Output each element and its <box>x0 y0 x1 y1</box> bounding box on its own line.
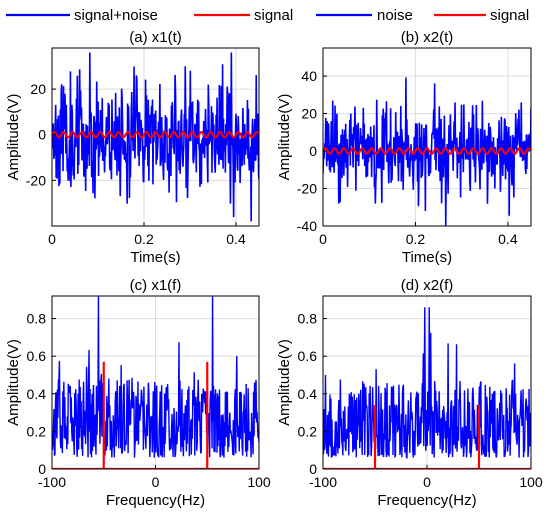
y-tick-label: 0.2 <box>298 423 318 439</box>
y-axis-label: Amplitude(V) <box>5 94 22 181</box>
y-tick-label: 0 <box>38 461 46 477</box>
x-tick-label: 100 <box>519 474 543 490</box>
legend-label: signal <box>254 7 293 24</box>
y-tick-label: -40 <box>297 218 317 234</box>
y-tick-label: 0.8 <box>27 311 47 327</box>
x-tick-label: 0 <box>48 231 56 247</box>
legend-label: noise <box>377 7 413 24</box>
y-tick-label: 0.8 <box>298 311 318 327</box>
x-tick-label: 0 <box>319 231 327 247</box>
y-tick-label: 0 <box>38 127 46 143</box>
y-axis-label: Amplitude(V) <box>5 339 22 426</box>
legend-right: noise signal <box>316 7 529 24</box>
x-tick-label: -100 <box>309 474 337 490</box>
series-line-signal+noise <box>52 52 259 222</box>
y-tick-label: 20 <box>30 81 46 97</box>
x-tick-label: 0.2 <box>134 231 154 247</box>
x-tick-label: 0.4 <box>226 231 246 247</box>
x-tick-label: 0 <box>423 474 431 490</box>
y-tick-label: -20 <box>297 181 317 197</box>
series-line-signal <box>323 147 531 155</box>
y-axis-label: Amplitude(V) <box>276 94 293 181</box>
series-line-signal <box>52 361 259 469</box>
legend-label: signal+noise <box>74 7 158 24</box>
panel-a-x1-time: 0 0.2 0.4 -20 0 20 (a) x1(t) Time(s) Amplitude(V… <box>5 29 260 266</box>
axes-frame <box>322 47 532 227</box>
chart-title: (a) x1(t) <box>129 29 182 46</box>
chart-title: (c) x1(f) <box>130 277 182 294</box>
x-tick-label: 0 <box>152 474 160 490</box>
y-tick-label: 0 <box>309 461 317 477</box>
series-line-noise <box>323 307 531 459</box>
axes-frame <box>51 47 260 227</box>
panel-b-x2-time: 0 0.2 0.4 -40 -20 0 20 40 (b) x2(t) Time(s) Amplit… <box>276 29 532 266</box>
y-axis-label: Amplitude(V) <box>276 339 293 426</box>
x-axis-label: Time(s) <box>402 249 452 266</box>
series-line-noise <box>323 77 531 226</box>
legend-label: signal <box>490 7 529 24</box>
y-tick-label: 0.4 <box>298 386 318 402</box>
y-tick-label: 0.2 <box>27 423 47 439</box>
x-tick-label: 0.2 <box>406 231 426 247</box>
y-tick-label: 0.6 <box>27 348 47 364</box>
series-line-signal+noise <box>52 296 259 458</box>
chart-title: (d) x2(f) <box>401 277 454 294</box>
x-axis-label: Frequency(Hz) <box>377 492 476 509</box>
y-tick-label: -20 <box>26 172 46 188</box>
y-tick-label: 0.6 <box>298 348 318 364</box>
x-tick-label: 0.4 <box>498 231 518 247</box>
series-line-signal <box>52 130 259 139</box>
y-tick-label: 0 <box>309 143 317 159</box>
x-axis-label: Frequency(Hz) <box>106 492 205 509</box>
x-tick-label: -100 <box>38 474 66 490</box>
y-tick-label: 40 <box>301 68 317 84</box>
chart-title: (b) x2(t) <box>401 29 454 46</box>
y-tick-label: 20 <box>301 106 317 122</box>
x-axis-label: Time(s) <box>130 249 180 266</box>
y-tick-label: 0.4 <box>27 386 47 402</box>
legend-left: signal+noise signal <box>6 7 293 24</box>
series-line-signal <box>323 405 531 469</box>
x-tick-label: 100 <box>247 474 271 490</box>
